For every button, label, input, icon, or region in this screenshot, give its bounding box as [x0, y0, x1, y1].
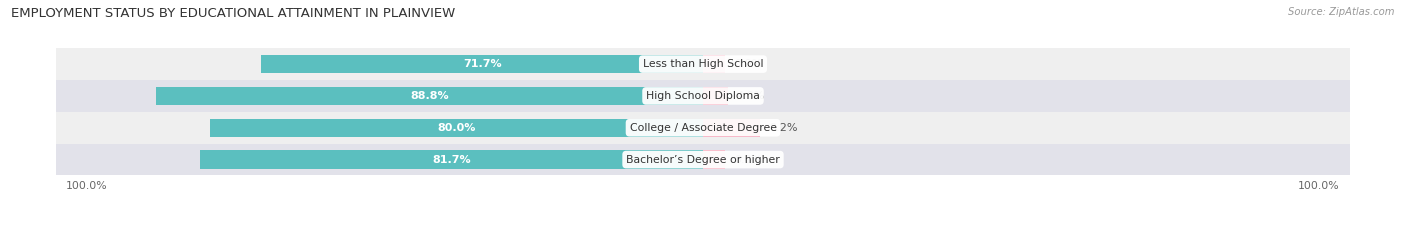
Text: 81.7%: 81.7% [432, 154, 471, 164]
Bar [262, 55, 703, 73]
Bar [56, 80, 1350, 112]
Bar [56, 112, 1350, 144]
Text: 9.2%: 9.2% [769, 123, 797, 133]
Bar [703, 119, 759, 137]
Text: 0.0%: 0.0% [734, 59, 762, 69]
Text: 0.0%: 0.0% [734, 154, 762, 164]
Bar [56, 144, 1350, 175]
Text: 71.7%: 71.7% [463, 59, 502, 69]
Bar [156, 87, 703, 105]
Text: Less than High School: Less than High School [643, 59, 763, 69]
Text: High School Diploma: High School Diploma [647, 91, 759, 101]
Text: Source: ZipAtlas.com: Source: ZipAtlas.com [1288, 7, 1395, 17]
Text: 4.0%: 4.0% [737, 91, 765, 101]
Bar [703, 55, 724, 73]
Text: Bachelor’s Degree or higher: Bachelor’s Degree or higher [626, 154, 780, 164]
Bar [703, 150, 724, 169]
Bar [211, 119, 703, 137]
Bar [56, 48, 1350, 80]
Bar [703, 87, 728, 105]
Text: 88.8%: 88.8% [411, 91, 449, 101]
Text: 80.0%: 80.0% [437, 123, 475, 133]
Text: EMPLOYMENT STATUS BY EDUCATIONAL ATTAINMENT IN PLAINVIEW: EMPLOYMENT STATUS BY EDUCATIONAL ATTAINM… [11, 7, 456, 20]
Text: College / Associate Degree: College / Associate Degree [630, 123, 776, 133]
Bar [200, 150, 703, 169]
